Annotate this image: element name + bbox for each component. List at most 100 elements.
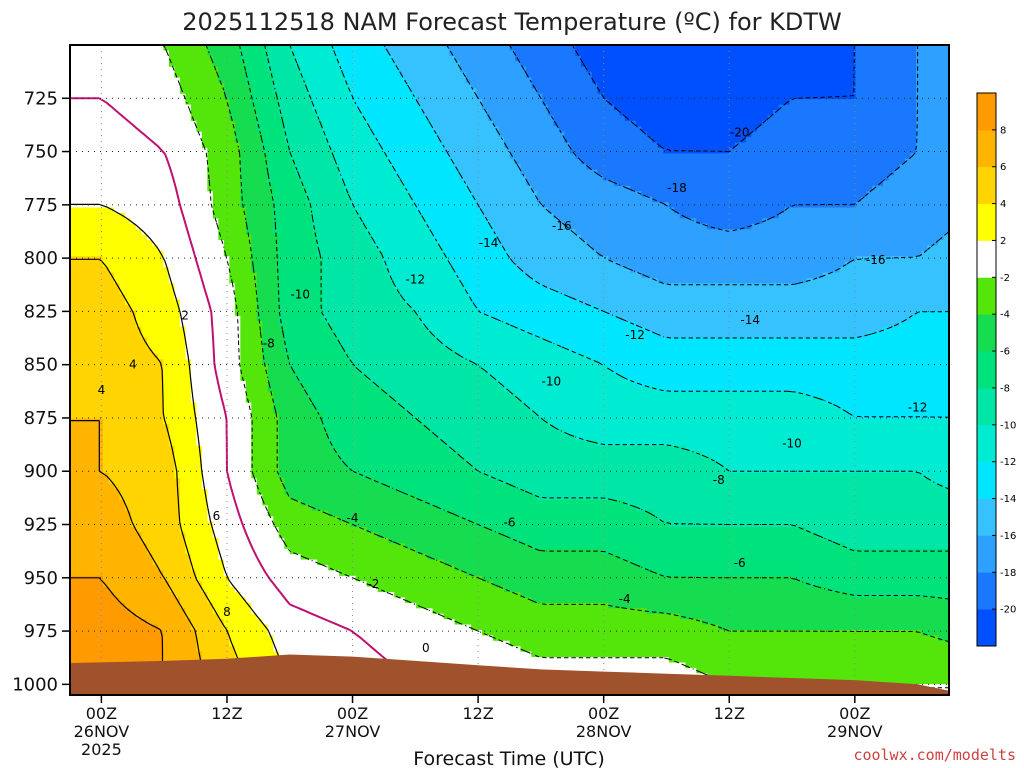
- heatmap-cell: [477, 153, 483, 159]
- heatmap-cell: [103, 50, 109, 56]
- heatmap-cell: [400, 83, 406, 89]
- heatmap-cell: [746, 148, 752, 154]
- heatmap-cell: [905, 94, 911, 100]
- heatmap-cell: [411, 99, 417, 105]
- heatmap-cell: [312, 94, 318, 100]
- heatmap-cell: [746, 186, 752, 192]
- heatmap-cell: [488, 191, 494, 197]
- heatmap-cell: [856, 180, 862, 186]
- heatmap-cell: [301, 110, 307, 116]
- heatmap-cell: [548, 61, 554, 67]
- heatmap-cell: [504, 202, 510, 208]
- heatmap-cell: [652, 110, 658, 116]
- heatmap-cell: [768, 94, 774, 100]
- heatmap-cell: [707, 115, 713, 121]
- heatmap-cell: [647, 67, 653, 73]
- heatmap-cell: [356, 153, 362, 159]
- heatmap-cell: [773, 186, 779, 192]
- heatmap-cell: [735, 115, 741, 121]
- heatmap-cell: [570, 105, 576, 111]
- heatmap-cell: [213, 78, 219, 84]
- heatmap-cell: [103, 67, 109, 73]
- heatmap-cell: [268, 180, 274, 186]
- heatmap-cell: [790, 67, 796, 73]
- heatmap-cell: [526, 164, 532, 170]
- heatmap-cell: [773, 180, 779, 186]
- heatmap-cell: [389, 208, 395, 214]
- heatmap-cell: [174, 143, 180, 149]
- heatmap-cell: [257, 170, 263, 176]
- heatmap-cell: [229, 50, 235, 56]
- heatmap-cell: [922, 105, 928, 111]
- heatmap-cell: [493, 159, 499, 165]
- heatmap-cell: [916, 191, 922, 197]
- heatmap-cell: [482, 78, 488, 84]
- heatmap-cell: [372, 170, 378, 176]
- heatmap-cell: [933, 67, 939, 73]
- heatmap-cell: [488, 61, 494, 67]
- heatmap-cell: [911, 83, 917, 89]
- heatmap-cell: [746, 164, 752, 170]
- heatmap-cell: [685, 61, 691, 67]
- heatmap-cell: [735, 72, 741, 78]
- heatmap-cell: [130, 56, 136, 62]
- heatmap-cell: [861, 175, 867, 181]
- heatmap-cell: [218, 105, 224, 111]
- heatmap-cell: [773, 72, 779, 78]
- heatmap-cell: [592, 148, 598, 154]
- heatmap-cell: [246, 170, 252, 176]
- heatmap-cell: [570, 126, 576, 132]
- heatmap-cell: [553, 105, 559, 111]
- heatmap-cell: [889, 115, 895, 121]
- heatmap-cell: [817, 132, 823, 138]
- heatmap-cell: [268, 110, 274, 116]
- heatmap-cell: [108, 180, 114, 186]
- heatmap-cell: [850, 78, 856, 84]
- heatmap-cell: [108, 88, 114, 94]
- heatmap-cell: [542, 159, 548, 165]
- heatmap-cell: [130, 50, 136, 56]
- heatmap-cell: [416, 110, 422, 116]
- heatmap-cell: [323, 61, 329, 67]
- heatmap-cell: [108, 137, 114, 143]
- heatmap-cell: [284, 202, 290, 208]
- heatmap-cell: [542, 110, 548, 116]
- heatmap-cell: [229, 213, 235, 219]
- heatmap-cell: [702, 197, 708, 203]
- heatmap-cell: [696, 67, 702, 73]
- heatmap-cell: [570, 132, 576, 138]
- heatmap-cell: [119, 50, 125, 56]
- heatmap-cell: [625, 202, 631, 208]
- heatmap-cell: [488, 132, 494, 138]
- heatmap-cell: [339, 164, 345, 170]
- heatmap-cell: [812, 132, 818, 138]
- heatmap-cell: [927, 78, 933, 84]
- heatmap-cell: [658, 170, 664, 176]
- heatmap-cell: [279, 208, 285, 214]
- heatmap-cell: [564, 50, 570, 56]
- heatmap-cell: [911, 191, 917, 197]
- heatmap-cell: [828, 143, 834, 149]
- heatmap-cell: [152, 191, 158, 197]
- heatmap-cell: [724, 175, 730, 181]
- heatmap-cell: [933, 137, 939, 143]
- heatmap-cell: [718, 153, 724, 159]
- heatmap-cell: [542, 186, 548, 192]
- heatmap-cell: [889, 153, 895, 159]
- heatmap-cell: [317, 170, 323, 176]
- heatmap-cell: [718, 115, 724, 121]
- heatmap-cell: [504, 137, 510, 143]
- heatmap-cell: [493, 164, 499, 170]
- heatmap-cell: [130, 137, 136, 143]
- heatmap-cell: [773, 191, 779, 197]
- heatmap-cell: [845, 72, 851, 78]
- heatmap-cell: [191, 137, 197, 143]
- heatmap-cell: [905, 88, 911, 94]
- heatmap-cell: [542, 50, 548, 56]
- heatmap-cell: [301, 99, 307, 105]
- heatmap-cell: [647, 72, 653, 78]
- heatmap-cell: [169, 126, 175, 132]
- heatmap-cell: [938, 170, 944, 176]
- heatmap-cell: [405, 143, 411, 149]
- heatmap-cell: [279, 159, 285, 165]
